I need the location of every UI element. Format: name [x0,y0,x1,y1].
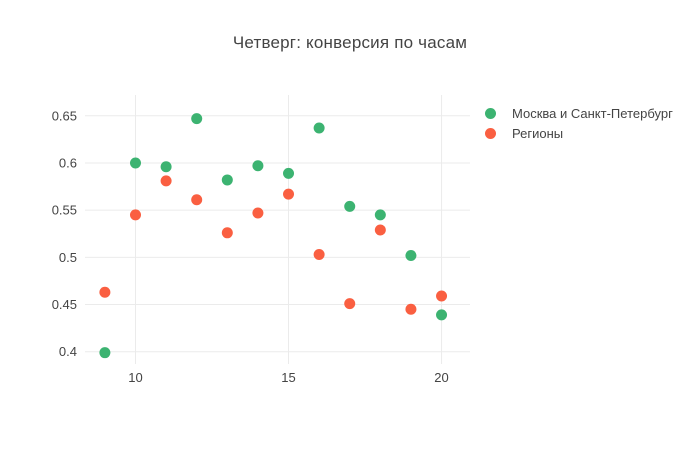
y-axis-tick-label: 0.65 [52,108,77,123]
data-point-series-0 [191,113,203,125]
data-point-series-0 [283,167,295,179]
data-point-series-1 [405,303,417,315]
legend-item-0[interactable]: Москва и Санкт-Петербург [481,103,673,123]
chart-title: Четверг: конверсия по часам [232,33,468,52]
data-point-series-1 [344,298,356,310]
data-point-series-1 [129,209,141,221]
legend-label: Москва и Санкт-Петербург [512,105,673,121]
x-axis-tick-label: 15 [281,370,295,385]
data-point-series-0 [129,157,141,169]
data-point-series-0 [252,160,264,172]
data-point-series-1 [160,175,172,187]
data-point-series-1 [283,188,295,200]
legend-label: Регионы [512,125,564,141]
data-point-series-1 [313,249,325,261]
y-axis-tick-label: 0.6 [59,155,77,170]
y-axis-tick-label: 0.5 [59,250,77,265]
legend: Москва и Санкт-Петербург Регионы [481,103,673,143]
y-axis-tick-label: 0.55 [52,203,77,218]
data-point-series-1 [374,224,386,236]
data-point-series-1 [436,290,448,302]
data-point-series-0 [374,209,386,221]
y-axis-tick-label: 0.4 [59,344,77,359]
legend-marker-icon [485,107,496,119]
y-axis-tick-label: 0.45 [52,297,77,312]
data-point-series-0 [405,249,417,261]
data-point-series-1 [252,207,264,219]
data-point-series-1 [221,227,233,239]
legend-marker-icon [485,127,496,139]
data-point-series-0 [221,174,233,186]
data-point-series-1 [191,194,203,206]
data-point-series-0 [99,347,111,359]
legend-item-1[interactable]: Регионы [481,123,673,143]
data-point-series-0 [436,309,448,321]
data-point-series-0 [160,161,172,173]
x-axis-tick-label: 20 [434,370,448,385]
x-axis-tick-label: 10 [128,370,142,385]
data-point-series-1 [99,286,111,298]
data-point-series-0 [344,200,356,212]
data-point-series-0 [313,122,325,134]
